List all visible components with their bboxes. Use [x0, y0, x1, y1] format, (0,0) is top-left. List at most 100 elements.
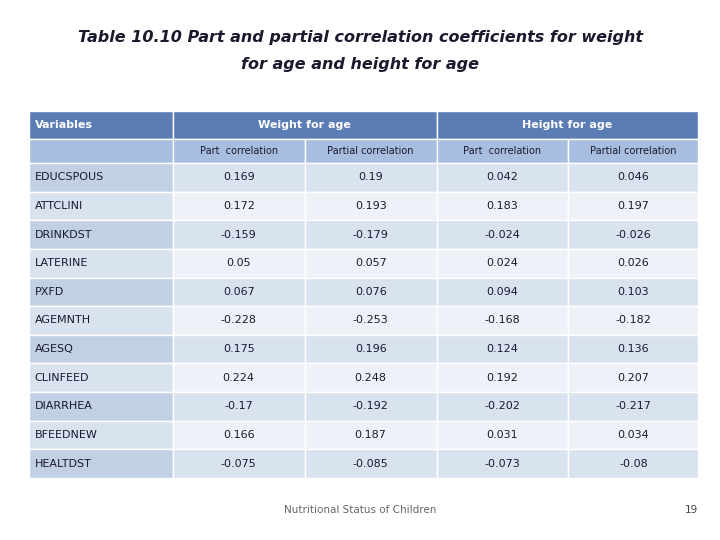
Bar	[569, 220, 698, 249]
Text: -0.192: -0.192	[353, 401, 389, 411]
Bar	[569, 163, 698, 192]
Text: PXFD: PXFD	[35, 287, 64, 297]
Text: -0.075: -0.075	[221, 458, 256, 469]
Bar	[569, 278, 698, 306]
Bar	[569, 392, 698, 421]
Text: AGEMNTH: AGEMNTH	[35, 315, 91, 326]
Bar	[436, 139, 569, 163]
Bar	[29, 392, 173, 421]
Text: -0.179: -0.179	[353, 230, 389, 240]
Text: 0.026: 0.026	[618, 258, 649, 268]
Text: -0.08: -0.08	[619, 458, 648, 469]
Bar	[173, 249, 305, 278]
Text: 0.248: 0.248	[355, 373, 387, 383]
Bar	[569, 192, 698, 220]
Text: for age and height for age: for age and height for age	[241, 57, 479, 72]
Text: 0.169: 0.169	[223, 172, 255, 183]
Bar	[436, 306, 569, 335]
Text: 0.136: 0.136	[618, 344, 649, 354]
Bar	[436, 392, 569, 421]
Text: -0.202: -0.202	[485, 401, 521, 411]
Text: -0.253: -0.253	[353, 315, 389, 326]
Bar	[436, 449, 569, 478]
Bar	[569, 363, 698, 392]
Bar	[305, 220, 436, 249]
Text: -0.026: -0.026	[616, 230, 652, 240]
Bar	[305, 421, 436, 449]
Text: -0.228: -0.228	[221, 315, 257, 326]
Text: 0.166: 0.166	[223, 430, 255, 440]
Text: 0.042: 0.042	[487, 172, 518, 183]
Bar	[436, 111, 698, 139]
Bar	[436, 163, 569, 192]
Bar	[436, 335, 569, 363]
Bar	[305, 163, 436, 192]
Bar	[173, 449, 305, 478]
Text: CLINFEED: CLINFEED	[35, 373, 89, 383]
Text: Part  correlation: Part correlation	[199, 146, 278, 156]
Bar	[436, 421, 569, 449]
Bar	[305, 449, 436, 478]
Bar	[29, 139, 173, 163]
Bar	[305, 363, 436, 392]
Bar	[173, 139, 305, 163]
Bar	[305, 335, 436, 363]
Text: ATTCLINI: ATTCLINI	[35, 201, 83, 211]
Bar	[569, 335, 698, 363]
Bar	[436, 220, 569, 249]
Bar	[305, 278, 436, 306]
Bar	[29, 421, 173, 449]
Text: Table 10.10 Part and partial correlation coefficients for weight: Table 10.10 Part and partial correlation…	[78, 30, 642, 45]
Text: 19: 19	[685, 505, 698, 515]
Bar	[29, 111, 173, 139]
Text: 0.034: 0.034	[618, 430, 649, 440]
Text: DRINKDST: DRINKDST	[35, 230, 92, 240]
Text: 0.19: 0.19	[359, 172, 383, 183]
Text: Height for age: Height for age	[523, 120, 613, 130]
Bar	[29, 449, 173, 478]
Bar	[305, 139, 436, 163]
Text: HEALTDST: HEALTDST	[35, 458, 91, 469]
Bar	[173, 163, 305, 192]
Bar	[173, 278, 305, 306]
Text: 0.031: 0.031	[487, 430, 518, 440]
Bar	[569, 249, 698, 278]
Text: 0.124: 0.124	[487, 344, 518, 354]
Text: 0.197: 0.197	[618, 201, 649, 211]
Text: 0.196: 0.196	[355, 344, 387, 354]
Bar	[29, 278, 173, 306]
Bar	[173, 220, 305, 249]
Bar	[29, 249, 173, 278]
Bar	[436, 363, 569, 392]
Bar	[305, 392, 436, 421]
Text: -0.17: -0.17	[225, 401, 253, 411]
Bar	[173, 421, 305, 449]
Text: 0.094: 0.094	[487, 287, 518, 297]
Bar	[436, 192, 569, 220]
Text: -0.024: -0.024	[485, 230, 521, 240]
Bar	[29, 163, 173, 192]
Text: AGESQ: AGESQ	[35, 344, 73, 354]
Text: 0.172: 0.172	[222, 201, 255, 211]
Text: -0.159: -0.159	[221, 230, 256, 240]
Text: 0.193: 0.193	[355, 201, 387, 211]
Text: 0.076: 0.076	[355, 287, 387, 297]
Bar	[173, 192, 305, 220]
Bar	[569, 306, 698, 335]
Text: -0.085: -0.085	[353, 458, 389, 469]
Text: 0.175: 0.175	[223, 344, 255, 354]
Bar	[569, 449, 698, 478]
Text: -0.168: -0.168	[485, 315, 521, 326]
Bar	[173, 306, 305, 335]
Bar	[173, 111, 436, 139]
Text: 0.224: 0.224	[222, 373, 255, 383]
Text: 0.046: 0.046	[618, 172, 649, 183]
Bar	[173, 363, 305, 392]
Bar	[436, 249, 569, 278]
Text: 0.187: 0.187	[355, 430, 387, 440]
Bar	[29, 192, 173, 220]
Bar	[173, 392, 305, 421]
Bar	[29, 363, 173, 392]
Text: DIARRHEA: DIARRHEA	[35, 401, 92, 411]
Text: Nutritional Status of Children: Nutritional Status of Children	[284, 505, 436, 515]
